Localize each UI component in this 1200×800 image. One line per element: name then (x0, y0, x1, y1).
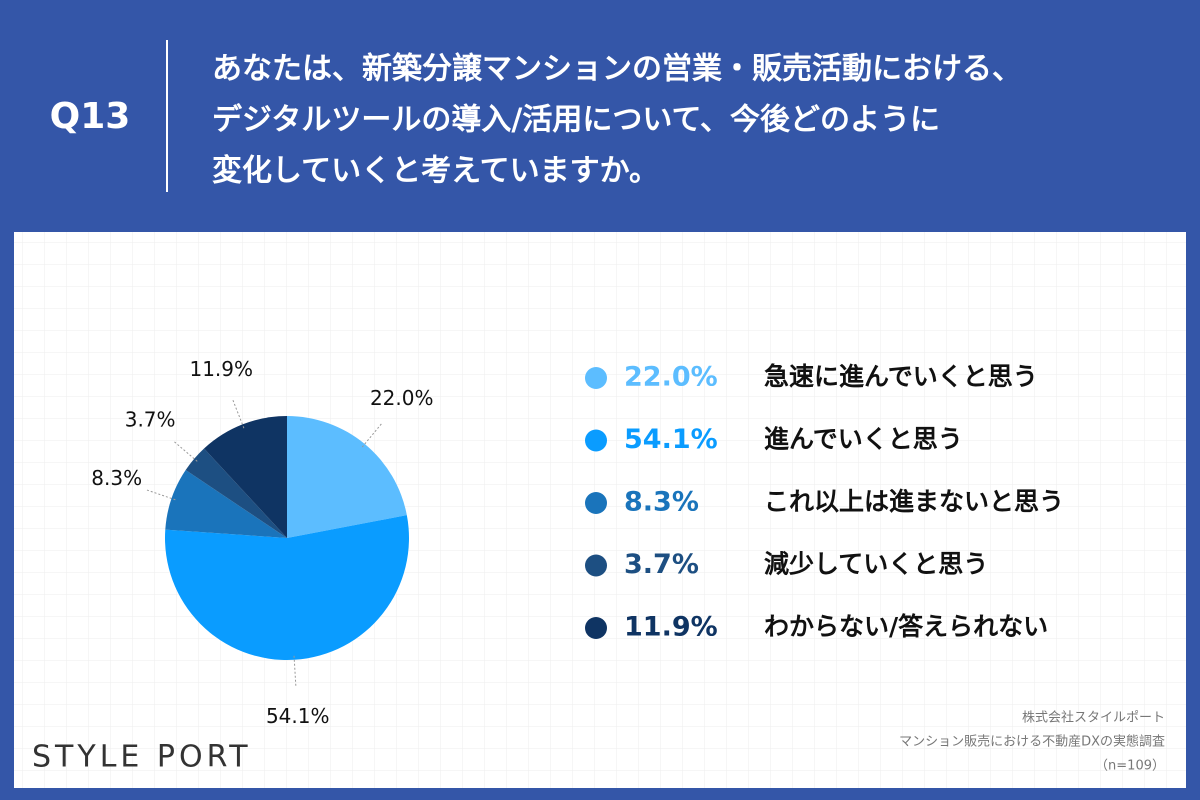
leader-line (174, 441, 198, 462)
pie-chart: 22.0% 22.0% 急速に進んでいくと思う 54.1% 54.1% 進んでいくと思う 8… (91, 357, 1064, 728)
legend-dot (585, 617, 607, 639)
pie-slice (165, 470, 287, 538)
data-label: 54.1% (266, 704, 330, 728)
leader-line (232, 400, 245, 429)
legend-label: 進んでいくと思う (764, 425, 963, 454)
question-line: 変化していくと考えていますか。 (212, 154, 659, 189)
legend-value: 8.3% (624, 487, 699, 518)
legend-label: 減少していくと思う (764, 550, 988, 579)
legend-value: 22.0% (624, 362, 718, 393)
question-line: あなたは、新築分譲マンションの営業・販売活動における、 (212, 52, 1022, 87)
legend-label: これ以上は進まないと思う (764, 487, 1064, 516)
leader-line (361, 423, 382, 448)
pie-slice (185, 448, 287, 538)
data-label: 11.9% (189, 357, 253, 381)
legend-value: 3.7% (624, 549, 699, 580)
question-number: Q13 (50, 96, 131, 137)
legend-label: 急速に進んでいくと思う (764, 362, 1038, 391)
legend-dot (585, 429, 607, 452)
data-label: 22.0% (370, 386, 434, 410)
legend-value: 11.9% (624, 612, 718, 643)
data-label: 8.3% (91, 466, 142, 490)
legend-dot (585, 554, 607, 577)
leader-line (146, 489, 176, 501)
legend-label: わからない/答えられない (764, 612, 1048, 641)
logo: STYLE PORT (32, 740, 252, 775)
pie-slice (287, 416, 407, 538)
source: （n=109） (1095, 759, 1165, 774)
legend-dot (585, 492, 607, 514)
data-label: 3.7% (125, 408, 176, 432)
question-line: デジタルツールの導入/活用について、今後どのように (212, 103, 940, 138)
source: マンション販売における不動産DXの実態調査 (899, 734, 1165, 750)
pie-slice (204, 416, 287, 538)
source: 株式会社スタイルポート (1022, 710, 1165, 726)
pie-slice (165, 515, 409, 661)
legend-dot (585, 367, 607, 389)
legend-value: 54.1% (624, 424, 718, 455)
leader-line (293, 655, 297, 686)
